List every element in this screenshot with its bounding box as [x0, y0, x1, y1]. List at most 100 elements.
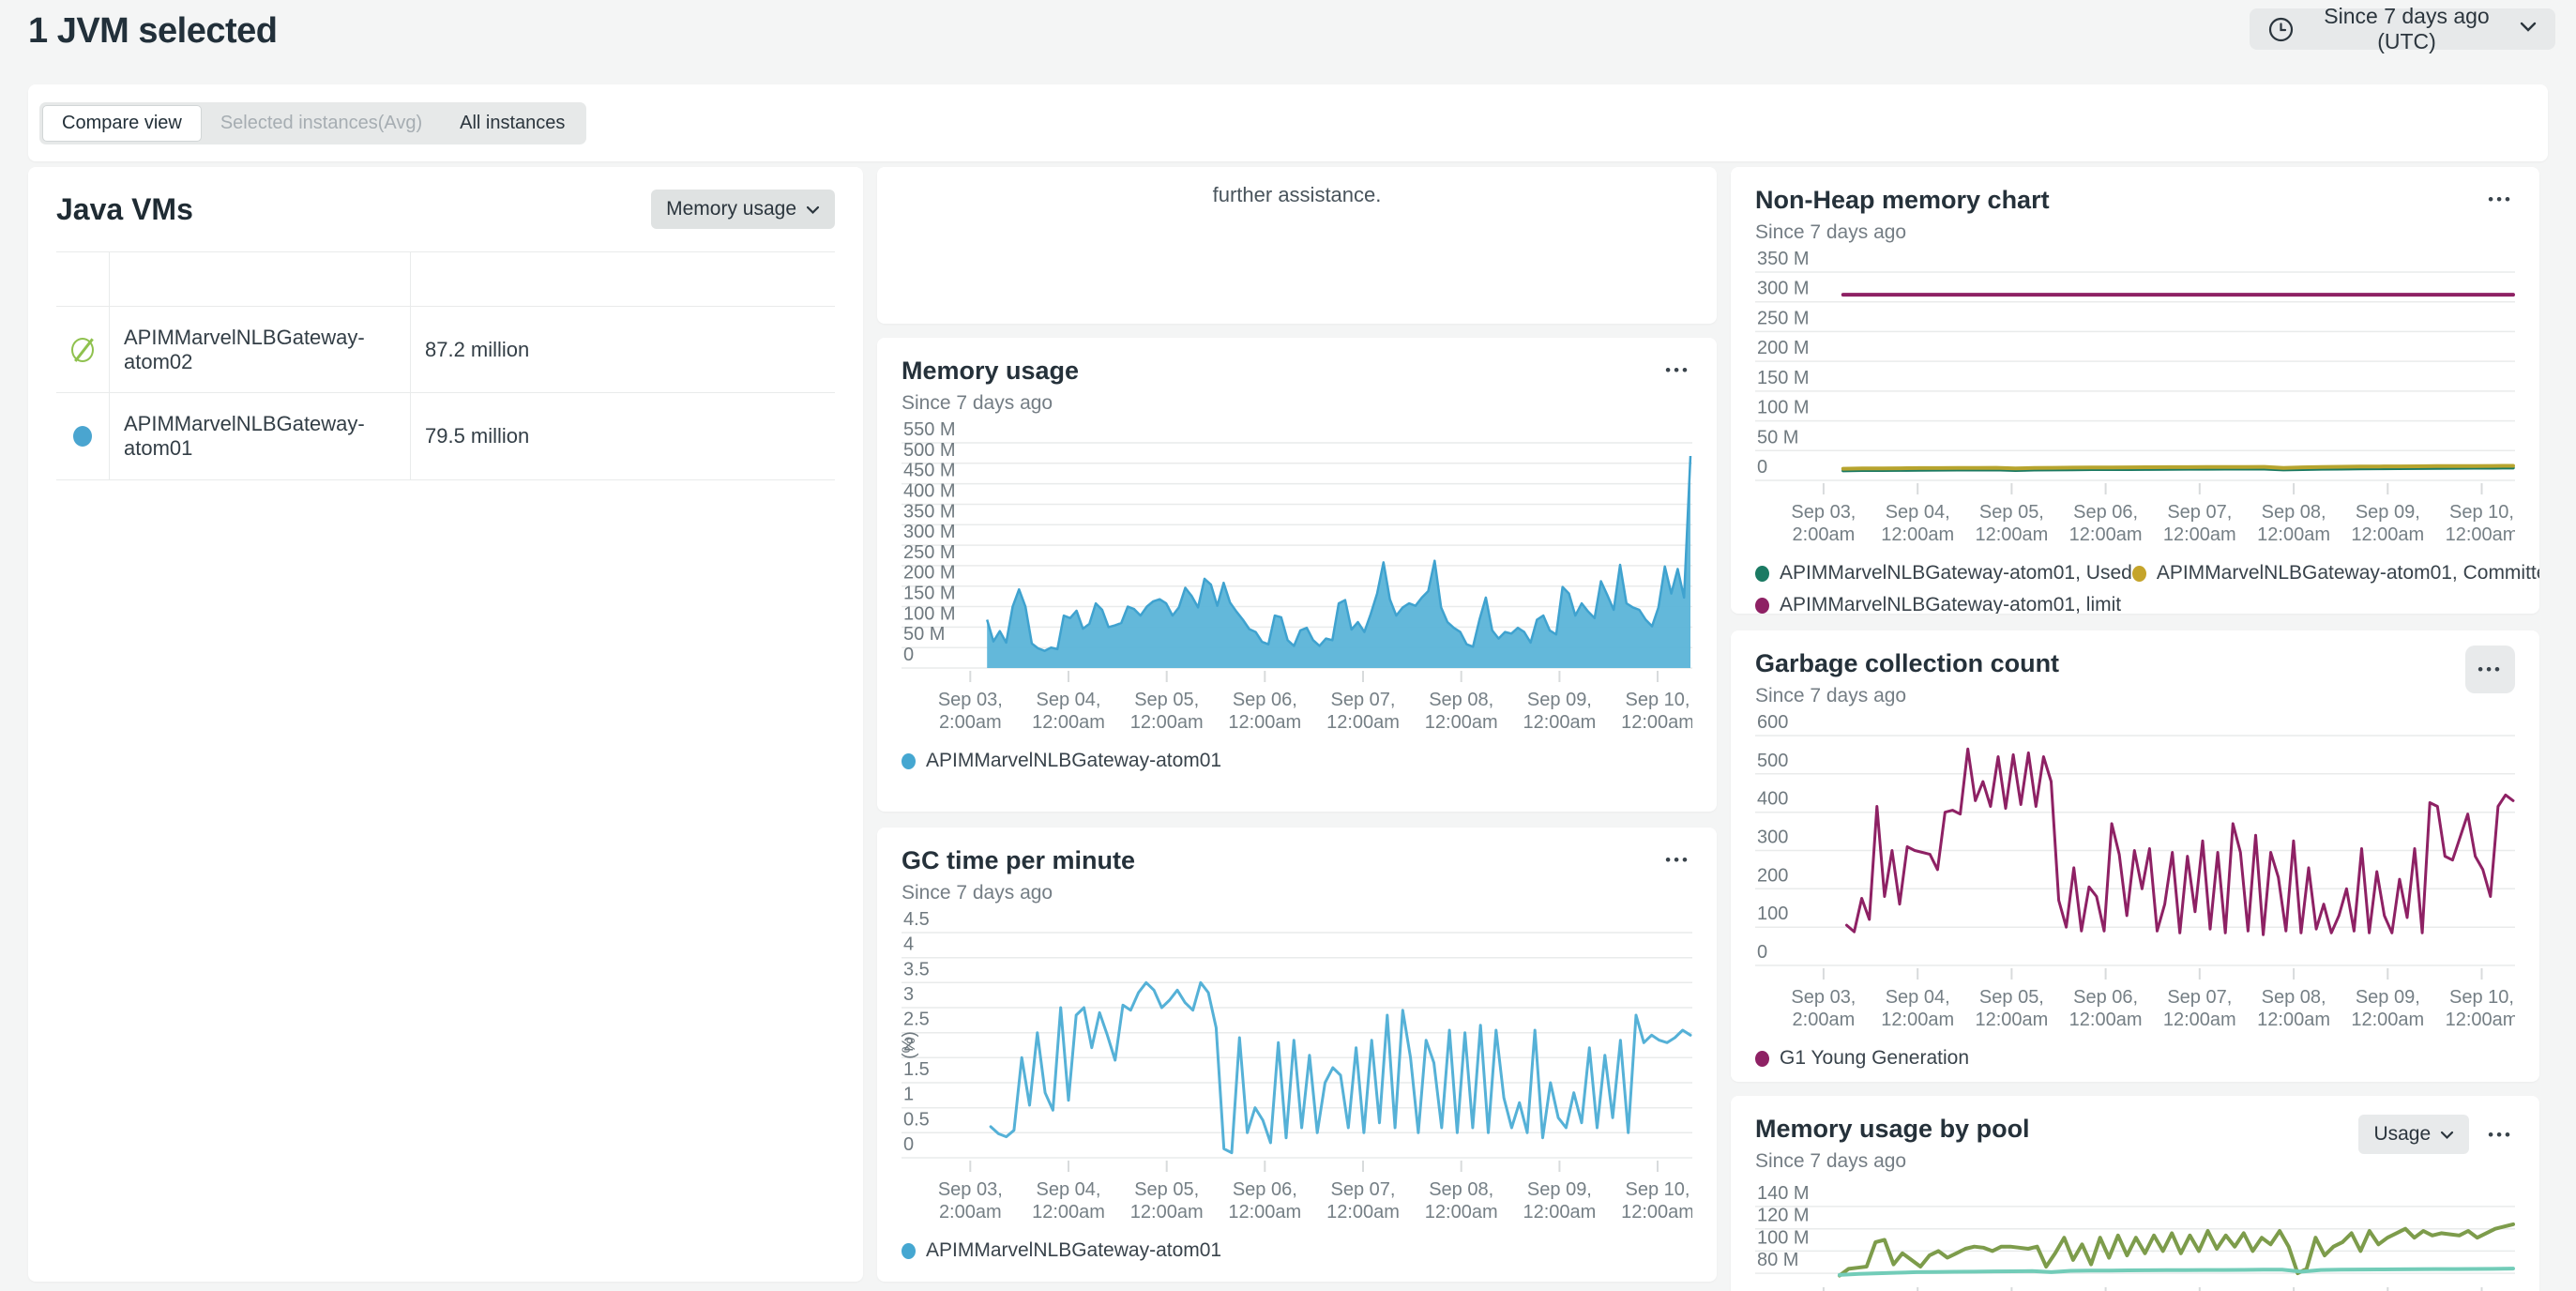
legend-item[interactable]: APIMMarvelNLBGateway-atom01, Used: [1755, 562, 2132, 585]
metric-dropdown-button[interactable]: Memory usage: [651, 190, 835, 229]
svg-text:Sep 06,: Sep 06,: [1233, 690, 1297, 710]
legend-label: APIMMarvelNLBGateway-atom01, limit: [1780, 594, 2121, 614]
series-dot-icon: [1755, 566, 1769, 582]
chevron-down-icon: [2520, 21, 2537, 38]
svg-text:300 M: 300 M: [1757, 279, 1810, 299]
svg-text:12:00am: 12:00am: [1621, 712, 1692, 733]
svg-text:Sep 10,: Sep 10,: [1626, 1179, 1690, 1200]
jvm-table-row[interactable]: APIMMarvelNLBGateway-atom01 79.5 million: [56, 393, 835, 479]
svg-text:3.5: 3.5: [903, 959, 930, 980]
non-heap-chart[interactable]: 350 M300 M250 M200 M150 M100 M50 M0Sep 0…: [1755, 248, 2515, 551]
svg-text:500: 500: [1757, 751, 1788, 771]
legend-item[interactable]: G1 Young Generation: [1755, 1047, 1969, 1070]
svg-text:Sep 10,: Sep 10,: [2449, 987, 2514, 1008]
legend-item[interactable]: APIMMarvelNLBGateway-atom01, limit: [1755, 594, 2132, 614]
ellipsis-menu-icon[interactable]: •••: [2486, 1121, 2515, 1148]
legend-item[interactable]: APIMMarvelNLBGateway-atom01, Committed: [2132, 562, 2539, 585]
svg-text:100: 100: [1757, 904, 1788, 924]
svg-text:12:00am: 12:00am: [1228, 712, 1301, 733]
svg-text:200 M: 200 M: [1757, 338, 1810, 358]
svg-text:12:00am: 12:00am: [1621, 1202, 1692, 1223]
svg-text:12:00am: 12:00am: [1523, 1202, 1596, 1223]
jvm-metric-value: 79.5 million: [411, 393, 835, 479]
chart-title: Memory usage by pool: [1755, 1115, 2030, 1144]
svg-text:500 M: 500 M: [903, 440, 956, 461]
chart-title: Garbage collection count: [1755, 649, 2059, 678]
java-vms-panel: Java VMs Memory usage APIMMarvelNLBGatew…: [28, 167, 863, 1282]
ellipsis-menu-icon[interactable]: •••: [1663, 357, 1692, 384]
svg-text:450 M: 450 M: [903, 461, 956, 481]
page-title: 1 JVM selected: [28, 11, 277, 52]
legend-item[interactable]: APIMMarvelNLBGateway-atom01: [902, 1239, 1221, 1262]
svg-text:12:00am: 12:00am: [1130, 1202, 1204, 1223]
svg-text:12:00am: 12:00am: [2351, 1010, 2424, 1030]
svg-text:Sep 06,: Sep 06,: [2073, 502, 2138, 523]
svg-text:80 M: 80 M: [1757, 1250, 1798, 1270]
series-dot-icon: [1755, 1051, 1769, 1067]
clock-icon: [2268, 17, 2294, 42]
svg-text:0: 0: [1757, 942, 1767, 963]
gc-time-card: GC time per minute Since 7 days ago ••• …: [877, 828, 1717, 1282]
notice-card: further assistance.: [877, 167, 1717, 324]
svg-text:4: 4: [903, 934, 914, 955]
svg-text:Sep 03,: Sep 03,: [938, 690, 1003, 710]
svg-text:250 M: 250 M: [1757, 308, 1810, 328]
legend-item[interactable]: APIMMarvelNLBGateway-atom01: [902, 750, 1221, 772]
series-dot-icon: [1755, 598, 1769, 614]
svg-text:Sep 07,: Sep 07,: [2167, 502, 2232, 523]
tab-all-instances[interactable]: All instances: [441, 106, 583, 141]
svg-text:Sep 03,: Sep 03,: [938, 1179, 1003, 1200]
svg-text:12:00am: 12:00am: [2257, 524, 2330, 545]
memory-usage-chart[interactable]: 550 M500 M450 M400 M350 M300 M250 M200 M…: [902, 418, 1692, 738]
svg-text:Sep 06,: Sep 06,: [1233, 1179, 1297, 1200]
chevron-down-icon: [2440, 1123, 2454, 1146]
chart-subtitle: Since 7 days ago: [902, 392, 1079, 415]
time-range-picker[interactable]: Since 7 days ago (UTC): [2250, 8, 2555, 50]
series-dot-icon: [902, 1243, 916, 1259]
jvm-name: APIMMarvelNLBGateway-atom01: [110, 393, 411, 479]
svg-text:12:00am: 12:00am: [1975, 524, 2048, 545]
gc-count-card: Garbage collection count Since 7 days ag…: [1731, 630, 2539, 1082]
chevron-down-icon: [806, 198, 820, 220]
svg-text:200: 200: [1757, 865, 1788, 886]
series-dot-icon: [902, 753, 916, 769]
svg-text:2:00am: 2:00am: [1793, 1010, 1856, 1030]
ellipsis-menu-icon[interactable]: •••: [2465, 646, 2515, 693]
chart-subtitle: Since 7 days ago: [1755, 685, 2059, 707]
ellipsis-menu-icon[interactable]: •••: [1663, 846, 1692, 873]
svg-text:150 M: 150 M: [1757, 368, 1810, 388]
svg-text:4.5: 4.5: [903, 909, 930, 930]
usage-dropdown-button[interactable]: Usage: [2358, 1115, 2469, 1154]
gc-time-chart[interactable]: 4.543.532.521.510.50(%)Sep 03,2:00amSep …: [902, 908, 1692, 1228]
svg-text:12:00am: 12:00am: [1228, 1202, 1301, 1223]
svg-text:350 M: 350 M: [1757, 249, 1810, 269]
svg-text:Sep 09,: Sep 09,: [1527, 1179, 1592, 1200]
gc-count-chart[interactable]: 6005004003002001000Sep 03,2:00amSep 04,1…: [1755, 711, 2515, 1036]
svg-text:Sep 05,: Sep 05,: [1134, 690, 1199, 710]
svg-text:550 M: 550 M: [903, 419, 956, 440]
jvm-table-header-row: [56, 252, 835, 307]
jvm-metric-value: 87.2 million: [411, 307, 835, 392]
view-tabs-bar: Compare view Selected instances(Avg) All…: [28, 84, 2548, 161]
svg-text:1: 1: [903, 1085, 914, 1105]
ellipsis-menu-icon[interactable]: •••: [2486, 186, 2515, 213]
svg-text:12:00am: 12:00am: [2351, 524, 2424, 545]
svg-text:1.5: 1.5: [903, 1059, 930, 1080]
svg-text:Sep 09,: Sep 09,: [2356, 987, 2420, 1008]
chart-title: Non-Heap memory chart: [1755, 186, 2050, 215]
memory-pool-chart[interactable]: 140 M120 M100 M80 MSep 03,2:00amSep 04,1…: [1755, 1177, 2515, 1291]
jvm-table-row[interactable]: APIMMarvelNLBGateway-atom02 87.2 million: [56, 307, 835, 393]
time-range-label: Since 7 days ago (UTC): [2309, 4, 2505, 54]
svg-text:150 M: 150 M: [903, 584, 956, 604]
tab-selected-instances-avg[interactable]: Selected instances(Avg): [202, 106, 441, 141]
svg-text:200 M: 200 M: [903, 563, 956, 584]
tab-compare-view[interactable]: Compare view: [42, 105, 202, 142]
svg-text:Sep 07,: Sep 07,: [1331, 1179, 1396, 1200]
svg-text:Sep 04,: Sep 04,: [1037, 690, 1101, 710]
java-vms-title: Java VMs: [56, 192, 193, 227]
series-dot-icon: [2132, 566, 2146, 582]
svg-text:350 M: 350 M: [903, 501, 956, 522]
svg-text:Sep 05,: Sep 05,: [1134, 1179, 1199, 1200]
svg-text:0: 0: [903, 1134, 914, 1155]
svg-text:Sep 10,: Sep 10,: [1626, 690, 1690, 710]
